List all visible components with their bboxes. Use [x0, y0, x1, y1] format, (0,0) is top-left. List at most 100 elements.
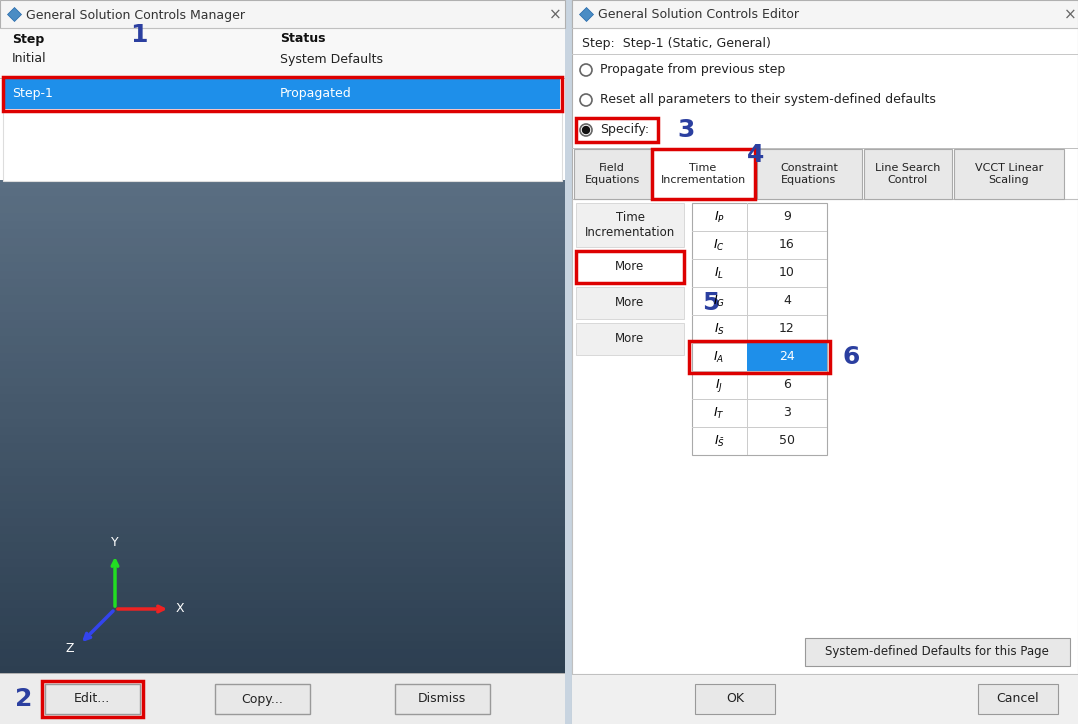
Bar: [0, 180, 565, 724]
Bar: [3, 77, 562, 111]
Bar: [0, 643, 565, 656]
Text: $I_J$: $I_J$: [715, 376, 723, 394]
Bar: [0, 584, 565, 593]
Bar: [0, 337, 565, 345]
Bar: [0, 192, 565, 204]
Bar: [0, 53, 565, 66]
Bar: [0, 633, 565, 642]
Bar: [0, 230, 565, 239]
Bar: [692, 259, 827, 260]
Bar: [0, 600, 565, 609]
Bar: [0, 493, 565, 502]
Text: 12: 12: [779, 322, 794, 335]
Bar: [0, 342, 565, 355]
Bar: [0, 279, 565, 288]
Text: $I_{\bar{S}}$: $I_{\bar{S}}$: [714, 434, 724, 449]
Bar: [0, 412, 565, 424]
Bar: [692, 371, 827, 372]
Bar: [0, 608, 565, 621]
Bar: [0, 403, 565, 411]
Bar: [692, 427, 827, 428]
Bar: [0, 452, 565, 461]
Bar: [0, 458, 565, 471]
Text: Dismiss: Dismiss: [418, 692, 466, 705]
Text: $I_A$: $I_A$: [714, 350, 724, 365]
Text: Propagate from previous step: Propagate from previous step: [600, 64, 785, 77]
Bar: [0, 0, 565, 28]
Text: ×: ×: [549, 7, 562, 22]
Bar: [0, 620, 565, 633]
Text: Z: Z: [66, 642, 74, 655]
Text: Copy...: Copy...: [241, 692, 282, 705]
Text: Reset all parameters to their system-defined defaults: Reset all parameters to their system-def…: [600, 93, 936, 106]
Bar: [0, 213, 565, 222]
Bar: [576, 203, 685, 247]
Text: System-defined Defaults for this Page: System-defined Defaults for this Page: [825, 646, 1049, 659]
Bar: [0, 215, 565, 227]
Text: 9: 9: [783, 211, 791, 224]
Bar: [0, 99, 565, 112]
Bar: [0, 573, 565, 586]
Bar: [0, 303, 565, 313]
Text: Constraint
Equations: Constraint Equations: [780, 163, 838, 185]
Bar: [0, 389, 565, 401]
Bar: [692, 343, 827, 344]
Bar: [0, 592, 565, 601]
Text: 6: 6: [783, 379, 791, 392]
Bar: [0, 157, 565, 170]
Bar: [0, 188, 565, 198]
Text: ×: ×: [1064, 7, 1076, 22]
Text: Specify:: Specify:: [600, 124, 649, 137]
Circle shape: [580, 94, 592, 106]
Bar: [0, 678, 565, 690]
Bar: [0, 377, 565, 390]
Bar: [0, 271, 565, 279]
Bar: [0, 308, 565, 320]
Bar: [0, 701, 565, 713]
Text: 4: 4: [747, 143, 764, 167]
Text: Time
Incrementation: Time Incrementation: [661, 163, 746, 185]
Bar: [0, 30, 565, 43]
Bar: [576, 323, 685, 355]
Bar: [576, 251, 685, 283]
Bar: [572, 28, 1078, 29]
Bar: [863, 149, 952, 199]
Text: X: X: [176, 602, 184, 615]
Bar: [0, 550, 565, 563]
Text: 1: 1: [130, 23, 148, 47]
Bar: [0, 527, 565, 540]
Bar: [0, 400, 565, 413]
Bar: [692, 399, 827, 400]
Bar: [0, 221, 565, 230]
Bar: [0, 88, 565, 101]
Bar: [0, 484, 565, 494]
Bar: [689, 341, 830, 373]
Text: $I_L$: $I_L$: [714, 266, 724, 281]
Bar: [0, 631, 565, 644]
Bar: [3, 111, 562, 181]
Bar: [0, 539, 565, 552]
Bar: [0, 689, 565, 702]
Bar: [0, 550, 565, 560]
Bar: [0, 76, 565, 89]
Bar: [0, 237, 565, 247]
Bar: [0, 585, 565, 598]
Bar: [0, 287, 565, 296]
Text: OK: OK: [725, 692, 744, 705]
Bar: [0, 444, 565, 452]
Bar: [0, 180, 565, 193]
Bar: [692, 231, 827, 232]
Bar: [572, 674, 1078, 675]
Bar: [0, 567, 565, 576]
Text: Line Search
Control: Line Search Control: [875, 163, 941, 185]
Bar: [0, 427, 565, 437]
Text: $I_G$: $I_G$: [713, 293, 725, 308]
Bar: [45, 684, 140, 714]
Bar: [0, 625, 565, 634]
Bar: [0, 435, 565, 445]
Circle shape: [580, 124, 592, 136]
Bar: [0, 378, 565, 387]
Text: Time
Incrementation: Time Incrementation: [585, 211, 675, 239]
Bar: [0, 559, 565, 568]
Text: Status: Status: [280, 33, 326, 46]
